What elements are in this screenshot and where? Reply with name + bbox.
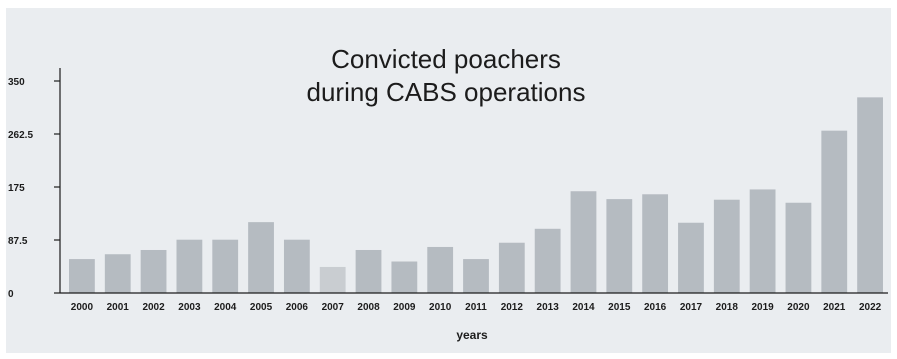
bar-2016	[642, 194, 669, 293]
y-tick-label: 175	[8, 183, 25, 194]
bar-2002	[140, 249, 167, 293]
x-tick-label-2006: 2006	[286, 302, 309, 313]
x-tick-label-2008: 2008	[357, 302, 380, 313]
chart-panel: Convicted poachers during CABS operation…	[6, 8, 891, 353]
x-axis-label: years	[456, 328, 488, 342]
bar-2012	[498, 242, 525, 293]
bar-2004	[212, 239, 239, 293]
x-axis: 2000 2001 2002 2003 2004 2005 2006 2007 2008 2009…	[60, 292, 888, 313]
x-tick-label-2002: 2002	[142, 302, 165, 313]
x-tick-label-2020: 2020	[787, 302, 810, 313]
bar-2022	[857, 97, 883, 294]
x-tick-label-2018: 2018	[716, 302, 739, 313]
bar-chart: Convicted poachers during CABS operation…	[8, 44, 888, 342]
x-tick-label-2013: 2013	[537, 302, 560, 313]
bar-2001	[104, 254, 131, 293]
bar-2008	[355, 249, 382, 293]
bar-2017	[678, 222, 704, 293]
bar-2021	[821, 130, 848, 293]
bar-2003	[176, 239, 203, 293]
bars	[69, 97, 883, 294]
y-tick-label: 350	[8, 77, 25, 88]
bar-2009	[391, 261, 418, 293]
x-tick-label-2016: 2016	[644, 302, 667, 313]
y-axis: 0 87.5 175 262.5 350	[8, 68, 61, 300]
x-tick-label-2003: 2003	[178, 302, 201, 313]
x-tick-label-2004: 2004	[214, 302, 237, 313]
x-tick-label-2014: 2014	[572, 302, 595, 313]
y-tick-label: 0	[8, 289, 14, 300]
bar-2019	[749, 189, 776, 293]
x-tick-label-2021: 2021	[823, 302, 846, 313]
bar-2013	[534, 228, 561, 293]
bar-2014	[570, 191, 597, 293]
bar-2018	[713, 199, 740, 293]
bar-2007	[319, 266, 346, 293]
chart-title-line-2: during CABS operations	[307, 77, 586, 107]
y-tick-label: 87.5	[8, 236, 28, 247]
x-tick-label-2015: 2015	[608, 302, 631, 313]
x-tick-label-2017: 2017	[680, 302, 703, 313]
bar-2015	[606, 199, 633, 293]
x-tick-label-2012: 2012	[501, 302, 524, 313]
bar-2010	[427, 246, 454, 293]
bar-2020	[785, 202, 812, 293]
chart-title-line-1: Convicted poachers	[331, 44, 561, 74]
x-tick-label-2001: 2001	[107, 302, 130, 313]
x-tick-label-2010: 2010	[429, 302, 452, 313]
bar-2005	[248, 222, 274, 293]
x-tick-label-2019: 2019	[751, 302, 774, 313]
x-tick-label-2007: 2007	[322, 302, 345, 313]
bar-2011	[463, 259, 489, 293]
bar-2006	[283, 239, 310, 293]
y-tick-label: 262.5	[8, 130, 33, 141]
x-tick-label-2011: 2011	[465, 302, 487, 313]
x-tick-label-2022: 2022	[859, 302, 882, 313]
bar-2000	[69, 259, 95, 293]
x-tick-label-2005: 2005	[250, 302, 273, 313]
x-tick-label-2000: 2000	[71, 302, 94, 313]
x-tick-label-2009: 2009	[393, 302, 416, 313]
